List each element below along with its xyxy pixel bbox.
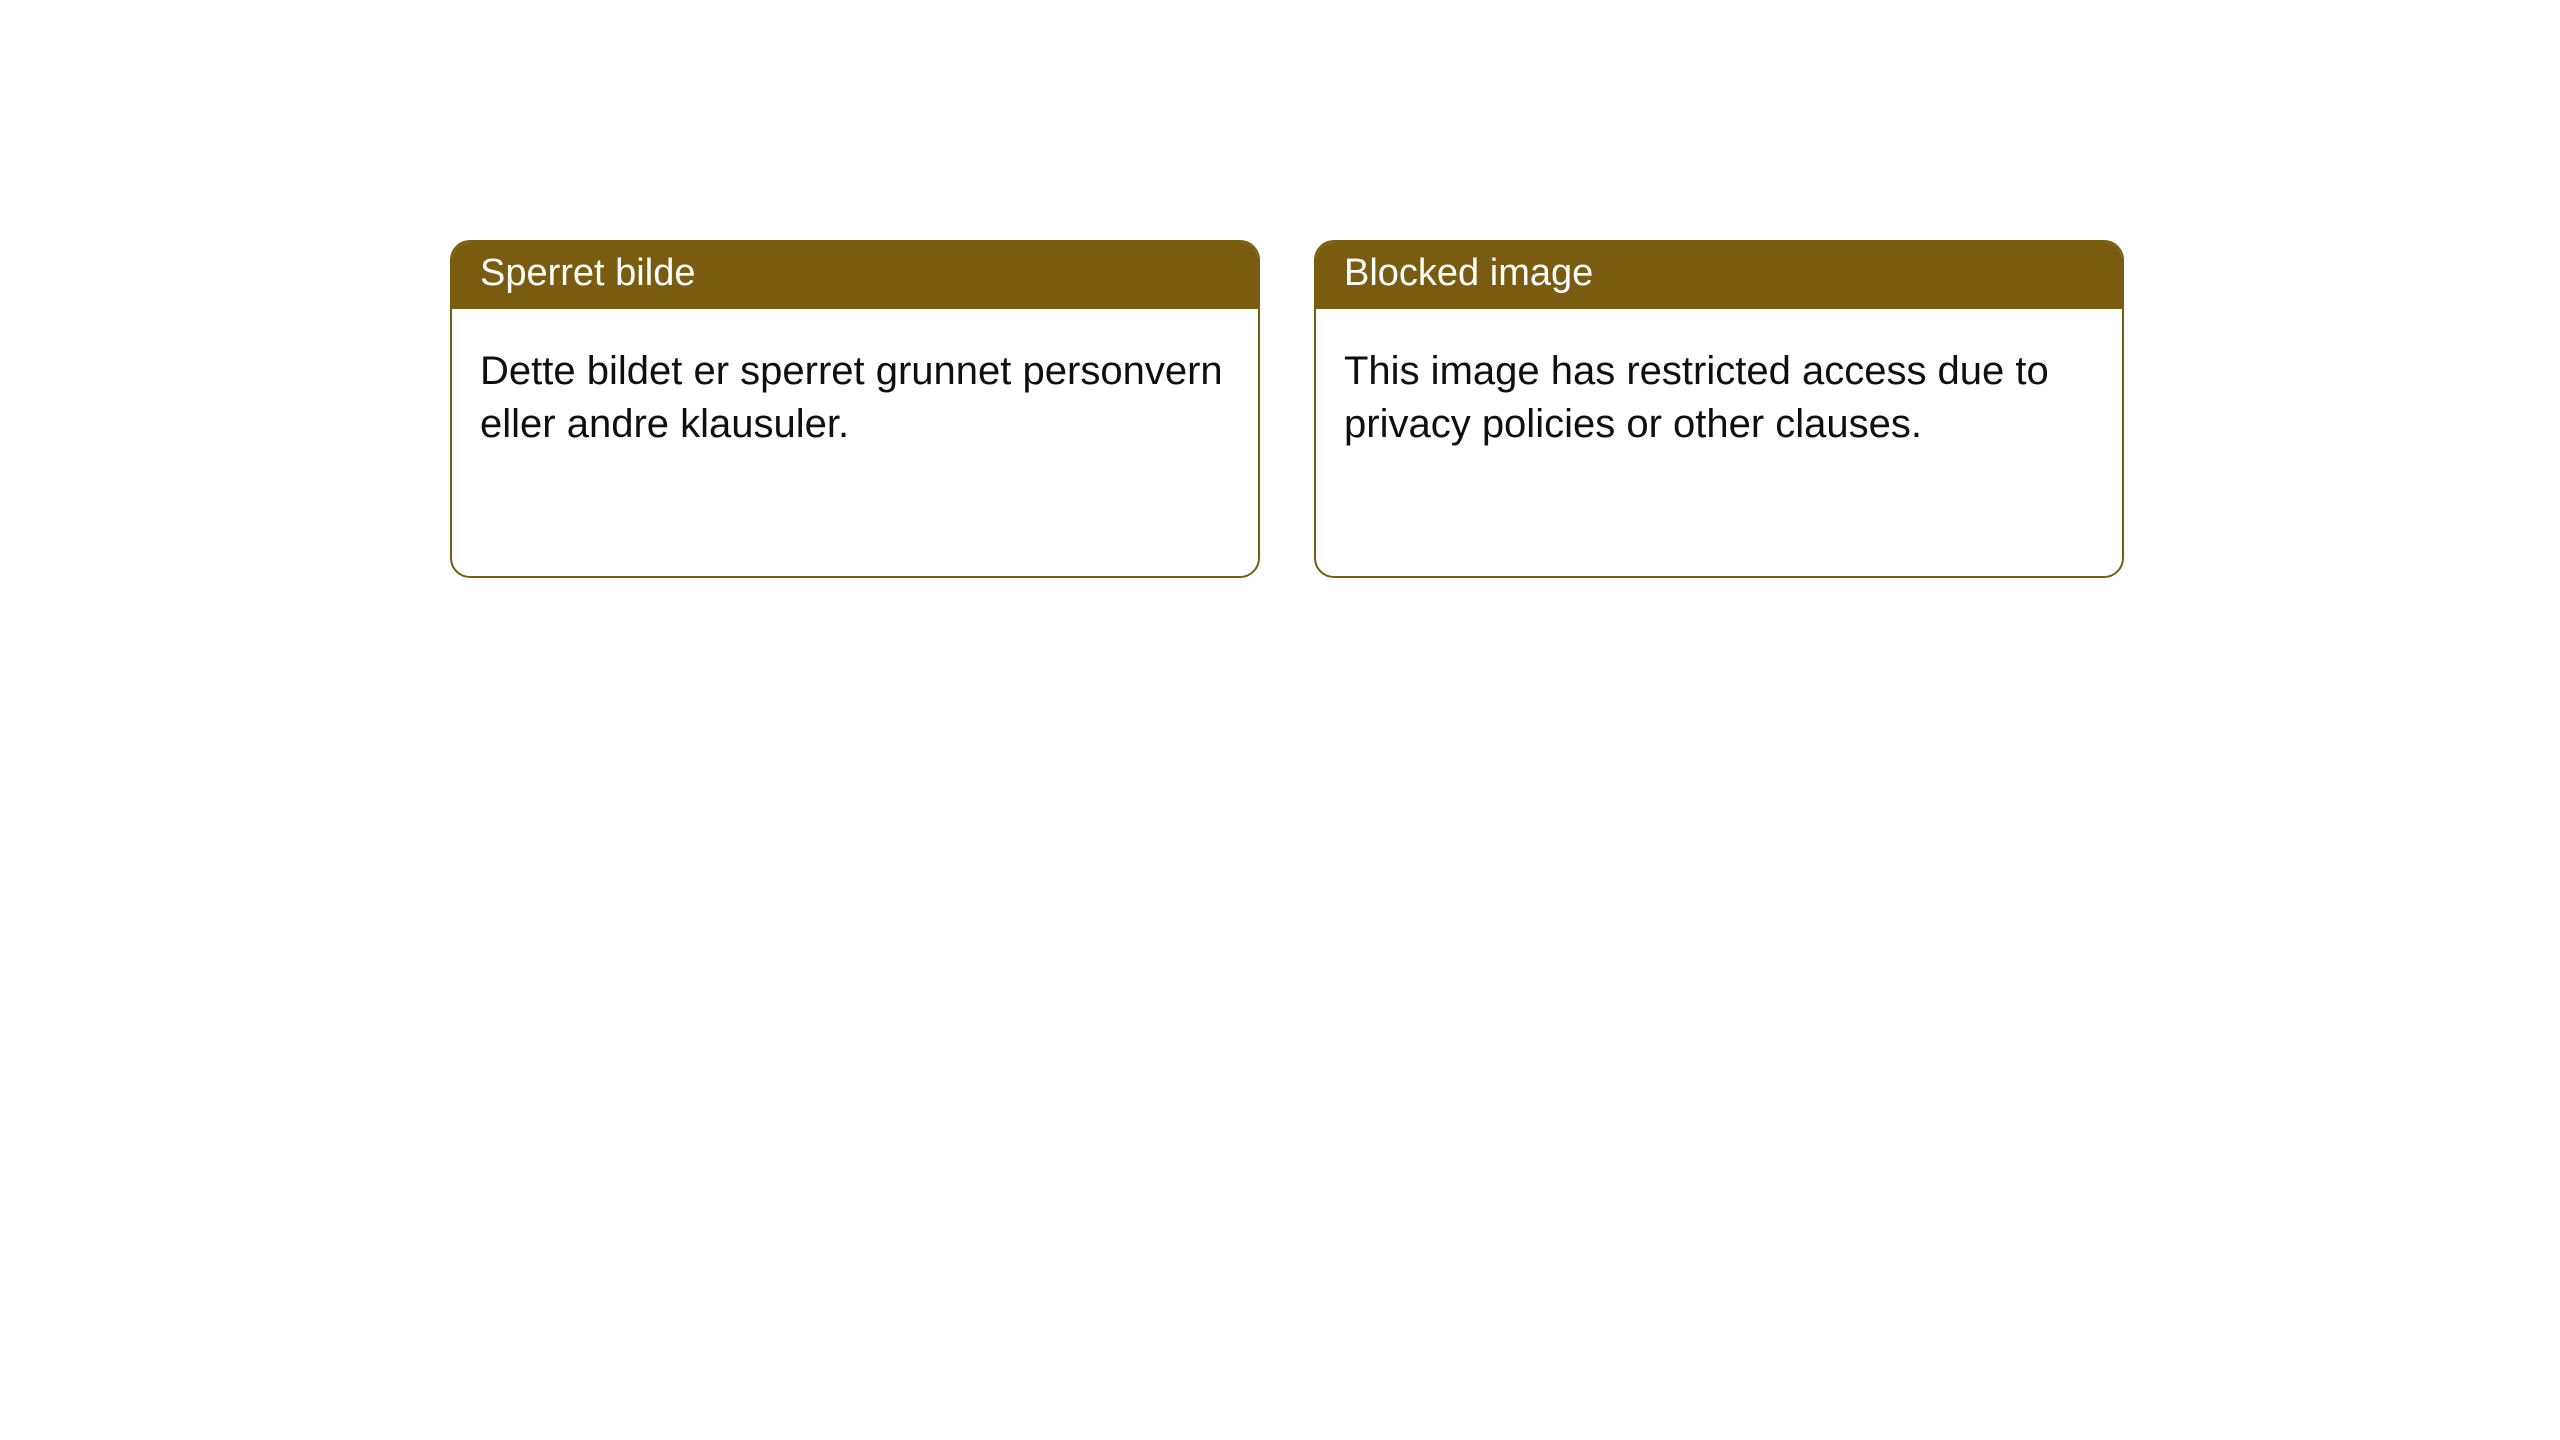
notice-card-english: Blocked image This image has restricted … (1314, 240, 2124, 578)
notice-cards-container: Sperret bilde Dette bildet er sperret gr… (0, 0, 2560, 578)
notice-card-body: This image has restricted access due to … (1316, 309, 2122, 479)
notice-card-title: Blocked image (1316, 242, 2122, 309)
notice-card-title: Sperret bilde (452, 242, 1258, 309)
notice-card-body: Dette bildet er sperret grunnet personve… (452, 309, 1258, 479)
notice-card-norwegian: Sperret bilde Dette bildet er sperret gr… (450, 240, 1260, 578)
